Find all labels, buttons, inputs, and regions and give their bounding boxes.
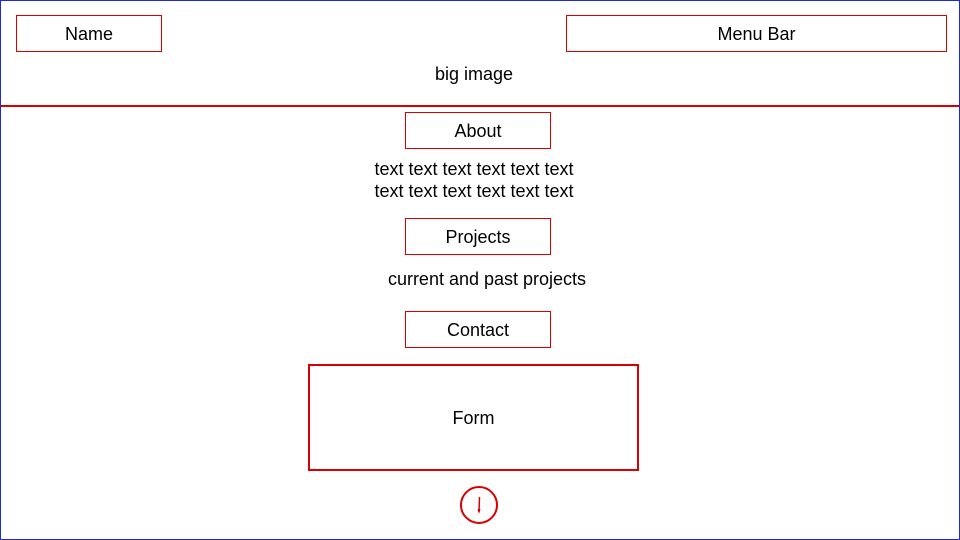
projects-text: current and past projects: [387, 269, 587, 289]
form-box: Form: [308, 364, 639, 471]
menu-bar-label: Menu Bar: [717, 23, 796, 44]
form-label: Form: [452, 407, 495, 428]
about-heading: About: [454, 120, 502, 141]
projects-heading-box: Projects: [405, 218, 551, 255]
about-text-line-2: text text text text text text: [374, 181, 574, 201]
arrow-down-circle-icon[interactable]: [460, 486, 498, 525]
hero-divider: [1, 105, 959, 107]
menu-bar-box: Menu Bar: [566, 15, 947, 52]
projects-heading: Projects: [445, 226, 511, 247]
about-text-line-1: text text text text text text: [374, 159, 574, 179]
name-label: Name: [64, 23, 113, 44]
contact-heading-box: Contact: [405, 311, 551, 348]
hero-text: big image: [434, 64, 514, 84]
name-box: Name: [16, 15, 162, 52]
contact-heading: Contact: [446, 319, 510, 340]
about-heading-box: About: [405, 112, 551, 149]
